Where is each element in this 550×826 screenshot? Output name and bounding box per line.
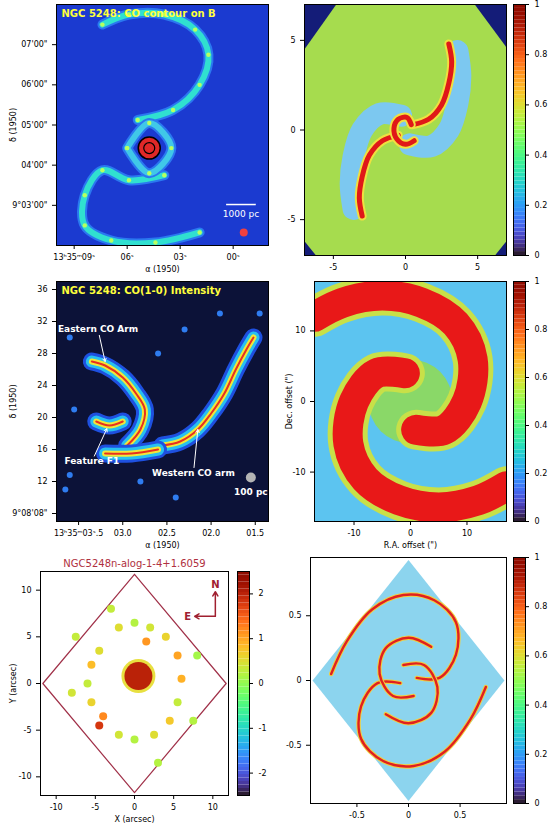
svg-text:0.8: 0.8 [535,325,548,334]
svg-text:13ʰ35ᵐ03ˢ.5: 13ʰ35ᵐ03ˢ.5 [54,529,103,538]
svg-text:06ˢ: 06ˢ [121,253,134,262]
svg-text:E: E [184,611,191,622]
svg-text:0: 0 [535,799,540,808]
svg-text:0: 0 [403,263,408,272]
svg-text:10: 10 [295,326,305,335]
svg-text:03ˢ: 03ˢ [174,253,187,262]
svg-text:α (1950): α (1950) [145,541,179,550]
svg-text:N: N [211,579,219,590]
svg-text:-5: -5 [329,263,337,272]
svg-text:0.2: 0.2 [535,469,548,478]
svg-text:0: 0 [300,397,305,406]
svg-text:0: 0 [406,811,411,820]
svg-text:0.8: 0.8 [535,50,548,59]
svg-text:01.5: 01.5 [246,529,264,538]
svg-text:-2: -2 [259,769,267,778]
svg-text:α (1950): α (1950) [145,265,179,274]
svg-text:R.A. offset ("): R.A. offset (") [384,541,437,550]
svg-text:5: 5 [26,632,31,641]
svg-text:0.5: 0.5 [289,611,302,620]
svg-text:Western CO arm: Western CO arm [152,468,235,478]
svg-text:0.8: 0.8 [535,602,548,611]
svg-text:Eastern CO Arm: Eastern CO Arm [58,324,138,334]
svg-text:Y (arcsec): Y (arcsec) [9,664,18,705]
svg-text:36: 36 [37,285,47,294]
svg-text:0: 0 [26,679,31,688]
svg-text:0: 0 [132,803,137,812]
svg-text:-5: -5 [288,215,296,224]
svg-text:NGC 5248: CO contour on B: NGC 5248: CO contour on B [62,8,216,19]
svg-text:-10: -10 [347,529,360,538]
svg-text:-10: -10 [292,468,305,477]
svg-text:1: 1 [535,277,540,286]
svg-text:Feature F1: Feature F1 [64,456,119,466]
svg-text:9°08'08": 9°08'08" [12,509,47,518]
svg-text:0.2: 0.2 [535,750,548,759]
svg-text:-10: -10 [18,772,31,781]
svg-text:5: 5 [171,803,176,812]
svg-text:δ (1950): δ (1950) [9,108,18,142]
svg-text:5: 5 [475,263,480,272]
svg-text:10: 10 [21,586,31,595]
svg-text:-5: -5 [91,803,99,812]
svg-text:δ (1950): δ (1950) [9,384,18,418]
svg-text:16: 16 [37,445,47,454]
svg-text:00ˢ: 00ˢ [227,253,240,262]
svg-text:0: 0 [535,251,540,260]
svg-text:2: 2 [259,589,264,598]
svg-text:1000 pc: 1000 pc [223,209,259,219]
svg-text:Dec. offset ("): Dec. offset (") [285,374,294,430]
svg-text:0: 0 [535,517,540,526]
svg-text:02.5: 02.5 [158,529,176,538]
svg-text:0.4: 0.4 [535,421,548,430]
svg-text:NGC 5248: CO(1-0) Intensity: NGC 5248: CO(1-0) Intensity [62,285,222,296]
svg-text:05'00": 05'00" [21,121,47,130]
svg-text:0.6: 0.6 [535,100,548,109]
svg-text:32: 32 [37,317,47,326]
svg-text:X (arcsec): X (arcsec) [114,815,154,824]
svg-text:NGC5248n-alog-1-4+1.6059: NGC5248n-alog-1-4+1.6059 [63,558,205,569]
svg-text:-1: -1 [259,724,267,733]
svg-text:100 pc: 100 pc [234,487,268,497]
svg-text:1: 1 [259,634,264,643]
svg-text:0: 0 [290,126,295,135]
svg-text:-0.5: -0.5 [286,741,302,750]
svg-text:04'00": 04'00" [21,161,47,170]
svg-text:10: 10 [462,529,472,538]
svg-text:0.2: 0.2 [535,201,548,210]
svg-text:20: 20 [37,413,47,422]
svg-text:0.4: 0.4 [535,151,548,160]
svg-text:-5: -5 [24,726,32,735]
svg-text:0.6: 0.6 [535,651,548,660]
svg-text:0: 0 [296,676,301,685]
svg-text:03.0: 03.0 [114,529,132,538]
svg-text:-0.5: -0.5 [349,811,365,820]
svg-text:1: 1 [535,553,540,562]
svg-text:13ʰ35ᵐ09ˢ: 13ʰ35ᵐ09ˢ [53,253,95,262]
svg-text:0.6: 0.6 [535,373,548,382]
svg-text:28: 28 [37,349,47,358]
svg-text:9°03'00": 9°03'00" [12,201,47,210]
svg-text:1: 1 [535,0,540,9]
svg-text:0.5: 0.5 [454,811,467,820]
svg-text:12: 12 [37,477,47,486]
svg-text:10: 10 [208,803,218,812]
svg-text:0: 0 [259,679,264,688]
svg-text:0.4: 0.4 [535,701,548,710]
svg-text:02.0: 02.0 [202,529,220,538]
svg-text:07'00": 07'00" [21,40,47,49]
svg-text:06'00": 06'00" [21,80,47,89]
svg-text:24: 24 [37,381,47,390]
svg-text:0: 0 [408,529,413,538]
svg-text:-10: -10 [50,803,63,812]
svg-text:5: 5 [290,36,295,45]
